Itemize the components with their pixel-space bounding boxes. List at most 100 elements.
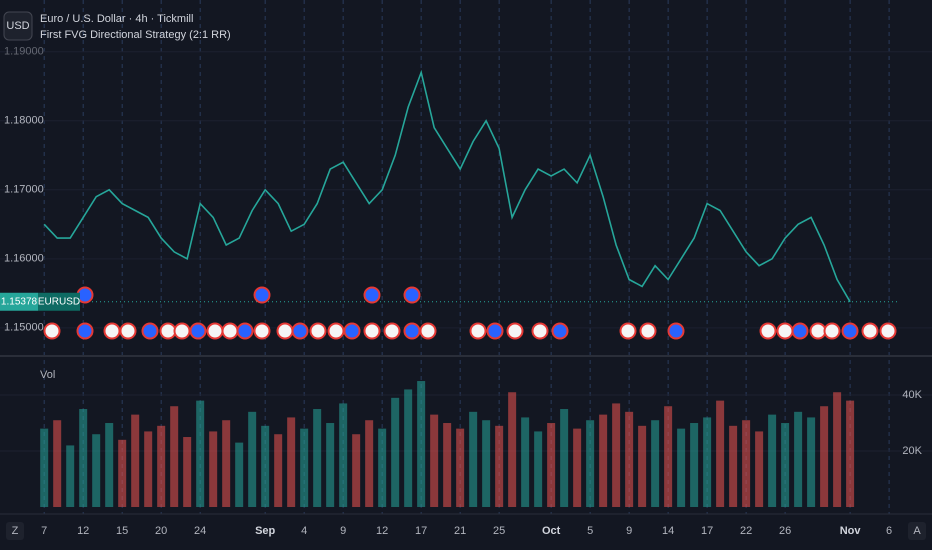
volume-bar [300, 428, 309, 507]
volume-bar [599, 414, 608, 507]
volume-bar [157, 425, 166, 507]
currency: USD [6, 20, 29, 32]
event-icon [791, 322, 809, 340]
volume-bar [261, 425, 270, 507]
event-icon [363, 286, 381, 304]
currency-badge[interactable] [3, 11, 33, 41]
volume-bar [326, 423, 335, 507]
volume-bar [131, 414, 140, 507]
event-icon [159, 322, 177, 340]
volume-bar [235, 442, 244, 507]
zoom-button[interactable] [6, 522, 24, 540]
event-icon [221, 322, 239, 340]
volume-bar [66, 445, 75, 507]
auto-button-label: A [913, 525, 921, 537]
x-tick-label: 22 [740, 525, 752, 537]
event-icon [776, 322, 794, 340]
volume-bar [638, 425, 647, 507]
x-tick-label: 21 [454, 525, 466, 537]
x-tick-label: 26 [779, 525, 791, 537]
volume-bar [430, 414, 439, 507]
event-icon [879, 322, 897, 340]
event-icon [823, 322, 841, 340]
volume-bar [352, 434, 361, 507]
volume-bar [92, 434, 101, 507]
event-icon [469, 322, 487, 340]
volume-bar [105, 423, 114, 507]
last-price-box [0, 292, 38, 311]
last-price: 1.15378 [1, 296, 38, 307]
x-tick-label: 12 [376, 525, 388, 537]
event-icon [531, 322, 549, 340]
x-tick-label: 5 [587, 525, 593, 537]
event-icon [667, 322, 685, 340]
x-tick-label: 17 [701, 525, 713, 537]
volume-bar [456, 428, 465, 507]
x-tick-label: 4 [301, 525, 307, 537]
strategy-name: First FVG Directional Strategy (2:1 RR) [40, 29, 231, 41]
grid [0, 0, 932, 514]
event-icon [343, 322, 361, 340]
auto-button[interactable] [908, 522, 926, 540]
volume-bar [586, 420, 595, 507]
event-icon [841, 322, 859, 340]
x-tick-label: Oct [542, 525, 561, 537]
event-icon [403, 286, 421, 304]
x-tick-label: 15 [116, 525, 128, 537]
volume-bar [625, 411, 634, 507]
x-tick-label: 25 [493, 525, 505, 537]
volume-bar [469, 411, 478, 507]
volume-bar [846, 400, 855, 507]
volume-bar [703, 417, 712, 507]
event-icon [206, 322, 224, 340]
volume-bar [482, 420, 491, 507]
event-icons [43, 286, 897, 340]
event-icon [809, 322, 827, 340]
volume-bar [729, 425, 738, 507]
volume-bar [573, 428, 582, 507]
volume-bar [807, 417, 816, 507]
volume-bar [677, 428, 686, 507]
x-tick-label: 14 [662, 525, 674, 537]
event-icon [403, 322, 421, 340]
volume-bar [443, 423, 452, 507]
volume-bar [664, 406, 673, 507]
volume-bar [391, 397, 400, 507]
event-icon [619, 322, 637, 340]
x-tick-label: 7 [41, 525, 47, 537]
volume-bar [248, 411, 257, 507]
symbol: EURUSD [38, 296, 80, 307]
volume-bar [651, 420, 660, 507]
volume-bar [40, 428, 49, 507]
event-icon [103, 322, 121, 340]
x-tick-label: 20 [155, 525, 167, 537]
price-line [43, 69, 851, 303]
volume-bar [339, 403, 348, 507]
event-icon [119, 322, 137, 340]
y-tick-label: 1.17000 [4, 184, 44, 196]
chart-title: Euro / U.S. Dollar · 4h · Tickmill [40, 13, 193, 25]
x-tick-label: 24 [194, 525, 206, 537]
volume-bar [755, 431, 764, 507]
zoom-button-label: Z [12, 525, 19, 537]
volume-bar [560, 409, 569, 507]
volume-bar [417, 381, 426, 507]
volume-bar [365, 420, 374, 507]
event-icon [236, 322, 254, 340]
volume-bar [521, 417, 530, 507]
x-tick-label: 12 [77, 525, 89, 537]
event-icon [327, 322, 345, 340]
plot [0, 69, 900, 507]
event-icon [383, 322, 401, 340]
event-icon [76, 322, 94, 340]
volume-bar [716, 400, 725, 507]
volume-bar [820, 406, 829, 507]
volume-bar [378, 428, 387, 507]
volume-bar [79, 409, 88, 507]
volume-bar [742, 420, 751, 507]
x-tick-label: Sep [255, 525, 275, 537]
volume-bar [196, 400, 205, 507]
volume-bar [833, 392, 842, 507]
